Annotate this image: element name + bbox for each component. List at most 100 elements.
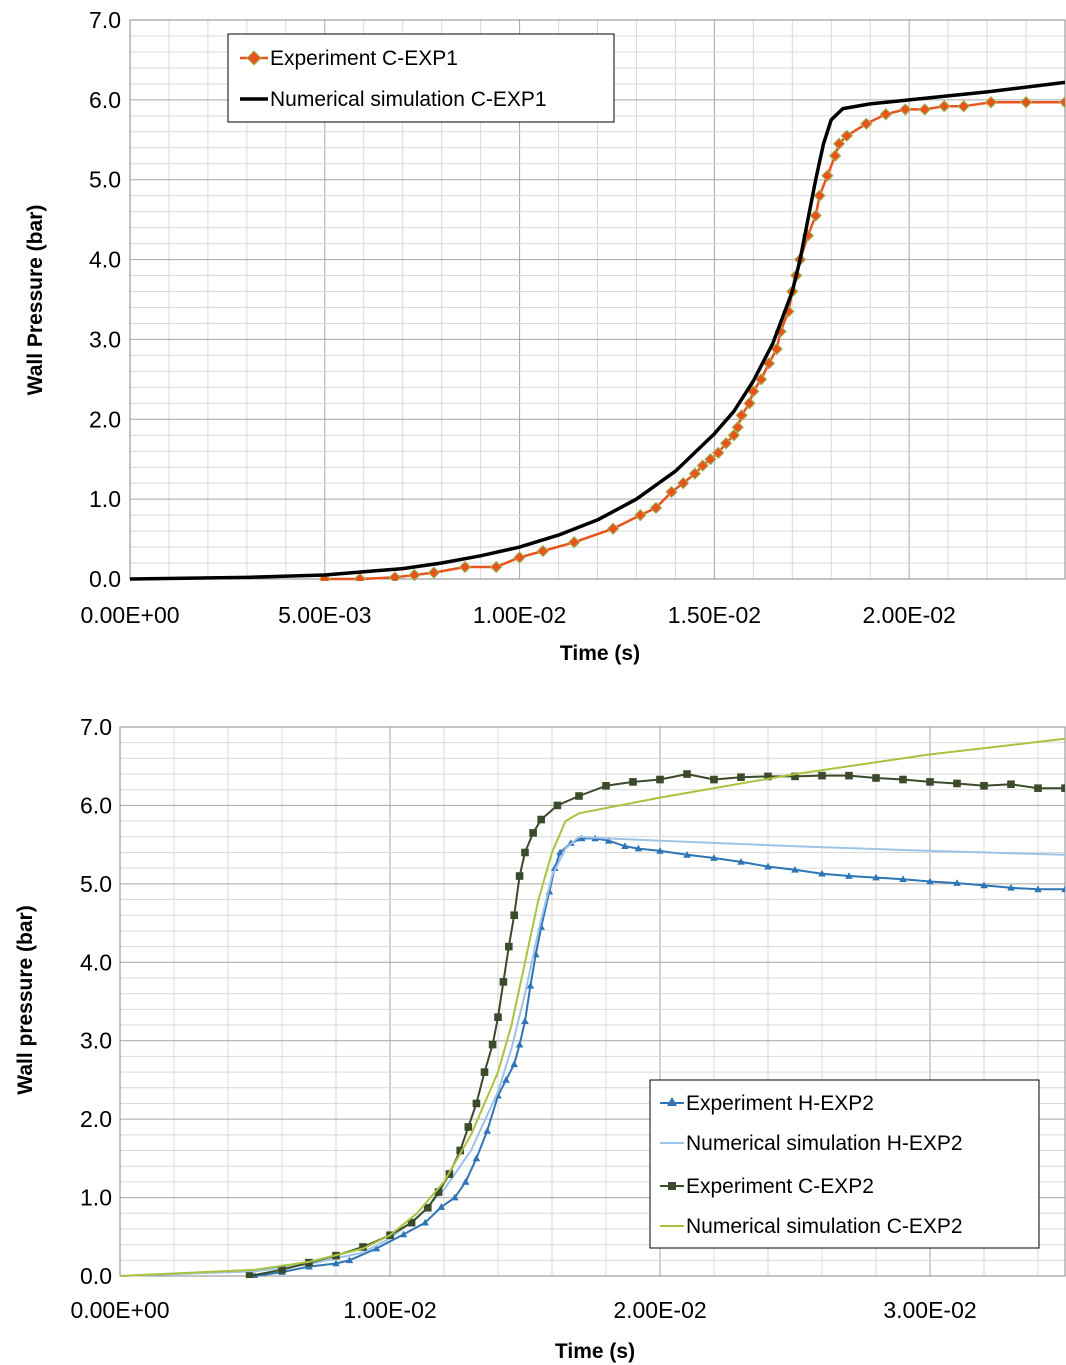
data-point-diamond: [427, 566, 441, 579]
data-point-triangle: [621, 842, 629, 850]
data-point-diamond: [731, 421, 744, 434]
x-tick-label: 1.00E-02: [343, 1297, 436, 1323]
chart-2: 0.0 1.0 2.0 3.0 4.0 5.0 6.0 7.0 0.00E+00 1.00E-0…: [14, 714, 1066, 1363]
chart-1-x-tick-labels: 0.00E+00 5.00E-03 1.00E-02 1.50E-02 2.00E-02: [80, 602, 955, 628]
series-line: [254, 837, 1065, 1277]
data-point-square: [434, 1188, 443, 1196]
x-tick-label: 2.00E-02: [862, 602, 955, 628]
data-point-square: [407, 1218, 416, 1227]
data-point-diamond: [388, 571, 402, 581]
chart-2-legend-label-1: Experiment H-EXP2: [686, 1092, 874, 1115]
data-point-diamond: [513, 551, 526, 564]
y-tick-label: 1.0: [80, 1185, 112, 1211]
chart-2-legend-label-4: Numerical simulation C-EXP2: [686, 1215, 963, 1238]
x-tick-label: 0.00E+00: [70, 1297, 169, 1323]
data-point-square: [278, 1265, 286, 1274]
data-point-square: [602, 782, 610, 790]
data-point-diamond: [665, 485, 678, 499]
y-tick-label: 0.0: [80, 1263, 112, 1289]
x-tick-label: 1.50E-02: [668, 602, 761, 628]
y-tick-label: 7.0: [89, 7, 121, 33]
data-point-diamond: [606, 522, 620, 535]
y-tick-label: 7.0: [80, 714, 112, 740]
data-point-triangle: [345, 1256, 354, 1264]
data-point-square: [488, 1040, 497, 1049]
chart-2-legend-item-experiment-h-exp2: Experiment H-EXP2: [660, 1092, 874, 1115]
x-tick-label: 3.00E-02: [883, 1297, 976, 1323]
legend-square-marker-icon: [668, 1182, 676, 1190]
chart-2-y-axis-title: Wall pressure (bar): [14, 905, 37, 1094]
chart-1: 0.0 1.0 2.0 3.0 4.0 5.0 6.0 7.0 0.00E+00 5.00E-0…: [24, 7, 1066, 665]
data-point-diamond: [408, 568, 421, 581]
chart-2-legend: Experiment H-EXP2 Numerical simulation H…: [649, 1079, 1040, 1249]
data-point-triangle: [1061, 885, 1065, 893]
data-point-diamond: [770, 342, 783, 356]
chart-2-x-tick-labels: 0.00E+00 1.00E-02 2.00E-02 3.00E-02: [70, 1297, 976, 1323]
data-point-diamond: [719, 437, 733, 450]
data-point-square: [521, 848, 529, 857]
x-tick-label: 5.00E-03: [278, 602, 371, 628]
data-point-square: [456, 1146, 464, 1155]
data-point-diamond: [754, 373, 768, 386]
data-point-diamond: [938, 100, 951, 113]
data-point-square: [515, 872, 524, 880]
series-line: [324, 101, 1065, 581]
data-point-triangle: [845, 872, 853, 879]
data-point-square: [764, 772, 772, 781]
data-point-triangle: [472, 1154, 481, 1162]
y-tick-label: 4.0: [89, 247, 121, 273]
data-point-triangle: [502, 1076, 510, 1083]
chart-1-legend-item-numerical-simulation-c-exp1: Numerical simulation C-EXP1: [240, 88, 547, 111]
chart-1-series: [130, 80, 1065, 581]
data-point-triangle: [437, 1203, 446, 1210]
data-point-diamond: [860, 117, 873, 131]
data-point-square: [424, 1203, 432, 1212]
data-point-triangle: [604, 836, 613, 844]
data-point-diamond: [809, 209, 822, 222]
data-point-diamond: [712, 446, 725, 460]
data-point-square: [953, 779, 961, 788]
data-point-triangle: [737, 858, 745, 865]
data-point-diamond: [567, 536, 581, 549]
data-point-square: [791, 772, 799, 781]
data-point-diamond: [899, 103, 912, 116]
data-point-triangle: [421, 1218, 429, 1226]
data-point-triangle: [372, 1244, 381, 1252]
data-point-triangle: [483, 1127, 491, 1134]
data-point-triangle: [710, 854, 718, 861]
data-point-diamond: [984, 96, 998, 109]
chart-2-x-axis-title: Time (s): [555, 1340, 635, 1363]
data-point-square: [480, 1068, 489, 1076]
y-tick-label: 6.0: [89, 87, 121, 113]
data-point-square: [529, 829, 537, 837]
chart-2-legend-label-3: Experiment C-EXP2: [686, 1175, 874, 1198]
data-point-square: [510, 911, 518, 920]
data-point-square: [845, 771, 853, 780]
chart-2-legend-item-numerical-simulation-c-exp2: Numerical simulation C-EXP2: [660, 1215, 963, 1238]
data-point-square: [683, 770, 691, 778]
data-point-diamond: [353, 572, 367, 581]
data-point-triangle: [526, 982, 535, 989]
chart-2-y-tick-labels: 0.0 1.0 2.0 3.0 4.0 5.0 6.0 7.0: [80, 714, 112, 1289]
data-point-triangle: [953, 879, 961, 886]
data-point-diamond: [879, 108, 892, 121]
data-point-diamond: [1019, 96, 1033, 109]
data-point-triangle: [899, 875, 907, 883]
y-tick-label: 2.0: [80, 1106, 112, 1132]
chart-2-legend-item-experiment-c-exp2: Experiment C-EXP2: [660, 1175, 874, 1198]
data-point-triangle: [399, 1230, 408, 1238]
chart-1-legend: Experiment C-EXP1 Numerical simulation C…: [227, 33, 615, 123]
data-point-square: [359, 1243, 367, 1251]
data-point-triangle: [1007, 883, 1015, 891]
y-tick-label: 5.0: [89, 167, 121, 193]
data-point-diamond: [696, 459, 709, 472]
series-experiment-c-exp2: [245, 770, 1065, 1278]
data-point-square: [494, 1013, 502, 1021]
data-point-square: [472, 1099, 481, 1108]
data-point-square: [872, 774, 880, 782]
data-point-diamond: [840, 129, 854, 143]
data-point-square: [629, 778, 637, 786]
data-point-diamond: [735, 409, 748, 422]
data-point-triangle: [818, 869, 826, 877]
